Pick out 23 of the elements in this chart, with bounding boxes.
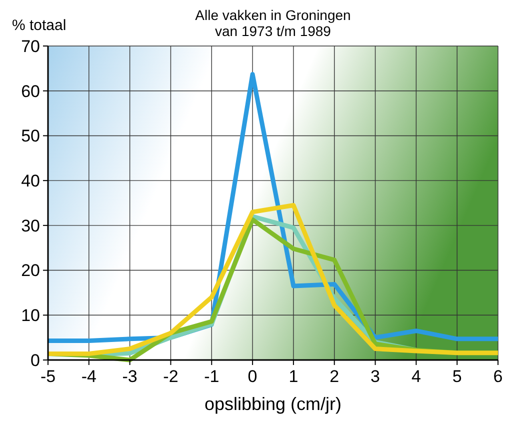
x-tick-label: 0 — [248, 367, 258, 386]
y-tick-label: 50 — [21, 126, 40, 146]
x-tick-label: -1 — [204, 367, 220, 386]
y-tick-label: 0 — [30, 350, 40, 370]
y-tick-label: 30 — [21, 216, 40, 236]
x-tick-label: 4 — [411, 367, 421, 386]
x-tick-label: 2 — [330, 367, 340, 386]
x-tick-label: -3 — [122, 367, 138, 386]
y-tick-label: 40 — [21, 172, 40, 191]
x-tick-label: 1 — [288, 367, 298, 386]
x-tick-label: -2 — [163, 367, 178, 386]
y-tick-label: 20 — [21, 261, 40, 280]
y-axis-title: % totaal — [12, 17, 66, 34]
chart-title: Alle vakken in Groningen van 1973 t/m 1989 — [195, 7, 351, 39]
y-tick-label: 60 — [21, 82, 40, 101]
x-tick-label: 5 — [452, 367, 462, 386]
x-axis-title: opslibbing (cm/jr) — [204, 394, 342, 414]
x-tick-label: 3 — [370, 367, 380, 386]
x-tick-label: -5 — [40, 367, 56, 386]
y-tick-label: 70 — [21, 36, 40, 56]
x-tick-label: 6 — [493, 367, 503, 386]
y-tick-label: 10 — [21, 306, 40, 326]
x-tick-label: -4 — [81, 367, 96, 386]
